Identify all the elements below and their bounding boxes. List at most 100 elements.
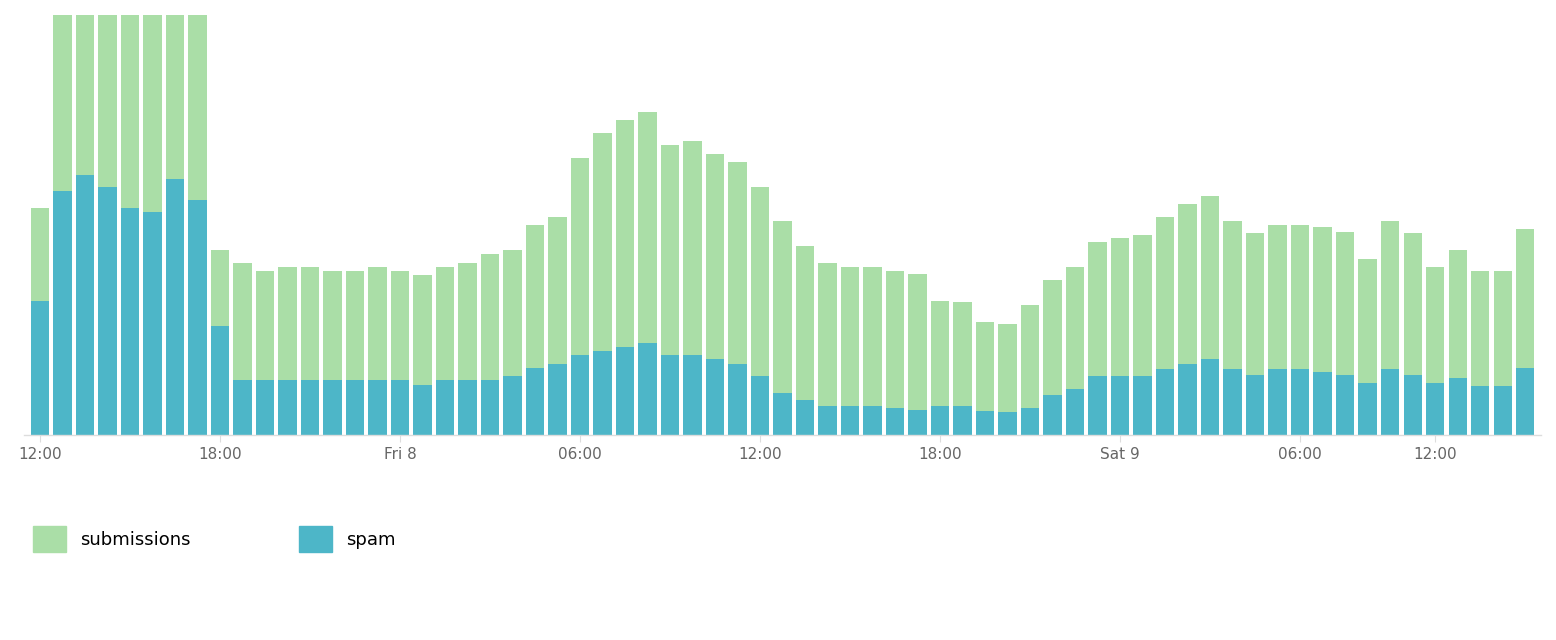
Bar: [840, 267, 859, 406]
Bar: [706, 154, 725, 360]
Bar: [909, 410, 927, 435]
Bar: [909, 274, 927, 410]
Bar: [1449, 250, 1467, 378]
Bar: [930, 406, 949, 435]
Bar: [526, 225, 545, 368]
Bar: [1178, 364, 1197, 435]
Bar: [121, 208, 140, 435]
Bar: [818, 263, 837, 406]
Bar: [1021, 408, 1039, 435]
Bar: [976, 412, 994, 435]
Bar: [1404, 374, 1422, 435]
Bar: [1470, 387, 1489, 435]
Bar: [391, 380, 409, 435]
Bar: [1470, 271, 1489, 387]
Bar: [1156, 216, 1175, 369]
Bar: [1337, 232, 1354, 374]
Bar: [1223, 369, 1242, 435]
Bar: [1449, 378, 1467, 435]
Bar: [300, 267, 319, 380]
Bar: [1313, 372, 1332, 435]
Bar: [1066, 388, 1085, 435]
Bar: [233, 263, 252, 380]
Bar: [212, 326, 229, 435]
Bar: [930, 301, 949, 406]
Bar: [1404, 234, 1422, 374]
Bar: [1268, 225, 1287, 369]
Bar: [548, 364, 566, 435]
Bar: [728, 364, 747, 435]
Bar: [1494, 387, 1512, 435]
Bar: [728, 162, 747, 364]
Bar: [369, 380, 387, 435]
Bar: [459, 263, 476, 380]
Bar: [324, 271, 342, 380]
Bar: [1494, 271, 1512, 387]
Bar: [414, 385, 433, 435]
Bar: [885, 271, 904, 408]
Bar: [1156, 369, 1175, 435]
Bar: [279, 267, 297, 380]
Bar: [638, 111, 657, 342]
Bar: [1291, 369, 1310, 435]
Bar: [1246, 374, 1265, 435]
Bar: [593, 351, 612, 435]
Bar: [864, 406, 882, 435]
Bar: [345, 380, 364, 435]
Bar: [1223, 221, 1242, 369]
Bar: [571, 158, 590, 355]
Bar: [661, 145, 680, 355]
Bar: [121, 0, 140, 208]
Bar: [1201, 360, 1220, 435]
Bar: [53, 191, 72, 435]
Bar: [1516, 368, 1534, 435]
Bar: [1425, 267, 1444, 383]
Bar: [279, 380, 297, 435]
Bar: [369, 267, 387, 380]
Bar: [481, 380, 499, 435]
Bar: [752, 376, 769, 435]
Bar: [76, 175, 95, 435]
Bar: [773, 221, 792, 393]
Bar: [1089, 376, 1106, 435]
Bar: [1044, 395, 1061, 435]
Bar: [188, 200, 207, 435]
Bar: [954, 406, 972, 435]
Bar: [1382, 221, 1399, 369]
Bar: [864, 267, 882, 406]
Bar: [797, 400, 814, 435]
Bar: [571, 355, 590, 435]
Bar: [166, 179, 184, 435]
Bar: [752, 187, 769, 376]
Legend: submissions, spam: submissions, spam: [33, 527, 395, 552]
Bar: [1358, 383, 1377, 435]
Bar: [683, 141, 702, 355]
Bar: [414, 275, 433, 385]
Bar: [1089, 242, 1106, 376]
Bar: [1021, 305, 1039, 408]
Bar: [504, 376, 521, 435]
Bar: [1133, 376, 1151, 435]
Bar: [212, 250, 229, 326]
Bar: [1044, 280, 1061, 395]
Bar: [999, 412, 1018, 435]
Bar: [300, 380, 319, 435]
Bar: [1358, 259, 1377, 383]
Bar: [1066, 267, 1085, 388]
Bar: [143, 212, 162, 435]
Bar: [53, 0, 72, 191]
Bar: [818, 406, 837, 435]
Bar: [98, 0, 117, 187]
Bar: [31, 208, 50, 301]
Bar: [188, 6, 207, 200]
Bar: [459, 380, 476, 435]
Bar: [345, 271, 364, 380]
Bar: [638, 342, 657, 435]
Bar: [616, 120, 635, 347]
Bar: [797, 246, 814, 400]
Bar: [954, 302, 972, 406]
Bar: [436, 267, 454, 380]
Bar: [1111, 237, 1130, 376]
Bar: [76, 0, 95, 175]
Bar: [661, 355, 680, 435]
